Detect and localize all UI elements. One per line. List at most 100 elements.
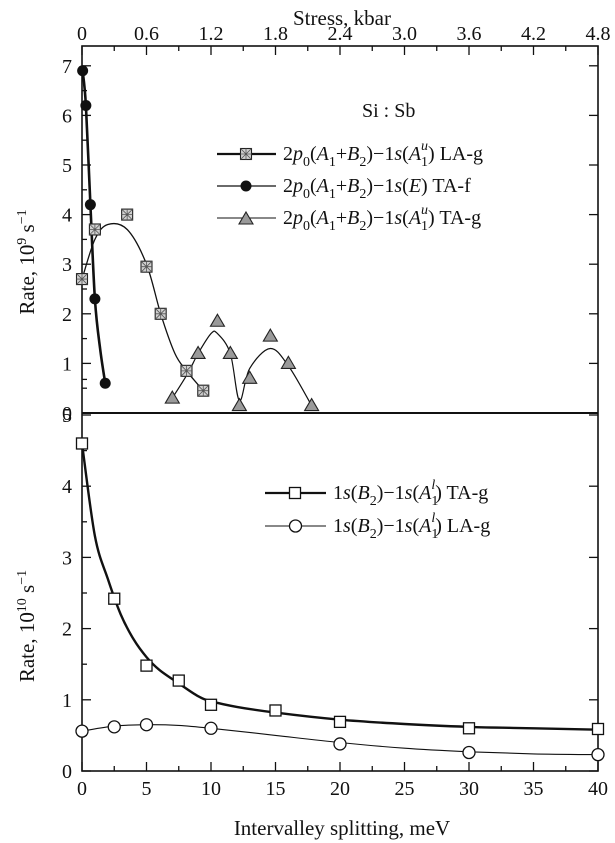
top-axis-title: Stress, kbar [293,6,391,30]
upper-y-tick-label: 5 [62,155,72,177]
lower-data-point-square [204,698,218,711]
upper-data-point [84,199,96,211]
bottom-tick-label: 15 [266,778,286,800]
top-tick-label: 4.2 [521,23,546,45]
bottom-tick-label: 0 [77,778,87,800]
lower-y-tick-label: 5 [62,405,72,427]
top-tick-label: 3.0 [392,23,417,45]
lower-y-tick-label: 0 [62,761,72,783]
upper-data-point [121,208,134,221]
legend-marker-filled-circle [240,180,252,192]
upper-data-point [75,273,89,286]
top-tick-label: 1.2 [199,23,224,45]
lower-data-point-circle [204,721,218,735]
upper-y-tick-label: 2 [62,304,72,326]
lower-data-point-circle [591,747,605,762]
upper-data-point [154,307,167,320]
bottom-tick-label: 20 [330,778,350,800]
upper-y-tick-label: 6 [62,105,72,127]
legend-label-ta-f: 2p0(A1+B2)−1s(E) TA-f [283,175,471,202]
upper-data-point [209,313,226,327]
legend-marker-shaded-triangle [238,210,254,225]
legend-label-la-g: 2p0(A1+B2)−1s(A1u) LA-g [283,139,483,170]
lower-data-point-square [333,715,347,729]
upper-y-tick-label: 7 [62,56,72,78]
upper-data-point [241,370,258,384]
upper-y-tick-label: 1 [62,353,72,375]
lower-y-axis-ticks: 0 1 2 3 4 5 [62,378,598,783]
upper-data-point [190,345,207,360]
upper-data-point [99,377,111,389]
bottom-tick-label: 10 [201,778,221,800]
upper-data-point [222,345,239,360]
upper-y-tick-label: 3 [62,254,72,276]
bottom-tick-label: 30 [459,778,479,800]
legend-marker-open-circle [288,519,303,533]
upper-data-point [197,384,210,397]
lower-data-point-square [172,674,185,687]
bottom-tick-label: 5 [142,778,152,800]
upper-data-point [280,355,297,369]
lower-data-point-circle [107,720,121,734]
upper-data-point [303,397,320,412]
legend-entry-b2-ta-g: 1s(B2)−1s(A1l) TA-g [265,478,488,509]
top-tick-label: 4.8 [586,23,611,45]
upper-data-point [262,328,279,342]
upper-y-axis-title: Rate, 109 s−1 [15,209,39,314]
legend-entry-la-g: 2p0(A1+B2)−1s(A1u) LA-g [217,139,483,170]
top-tick-label: 0 [77,23,87,45]
lower-legend: 1s(B2)−1s(A1l) TA-g 1s(B2)−1s(A1l) LA-g [265,478,490,542]
lower-data-point-square [269,704,282,717]
upper-markers [75,65,320,412]
bottom-tick-label: 40 [588,778,608,800]
upper-data-point [140,260,153,273]
lower-data-point-square [140,659,153,672]
legend-label-ta-g: 2p0(A1+B2)−1s(A1u) TA-g [283,203,481,234]
lower-data-point-circle [139,718,154,732]
legend-marker-open-square [288,486,302,500]
upper-legend: Si : Sb 2p0(A1+B2)−1s(A1u) LA-g 2p0(A1+B… [217,100,483,234]
top-tick-label: 1.8 [263,23,288,45]
upper-data-point [89,293,101,305]
bottom-tick-label: 25 [395,778,415,800]
legend-entry-b2-la-g: 1s(B2)−1s(A1l) LA-g [265,511,490,542]
legend-entry-ta-g: 2p0(A1+B2)−1s(A1u) TA-g [217,203,481,234]
upper-y-tick-label: 0 [62,403,72,425]
upper-data-point [164,390,181,404]
lower-markers [75,437,605,762]
upper-panel: 0 1 2 3 4 5 6 7 Rate, 109 s−1 Si : Sb 2p0(A1+B2… [15,56,598,425]
upper-data-point [80,99,92,111]
lower-y-tick-label: 3 [62,547,72,569]
legend-label-b2-la-g: 1s(B2)−1s(A1l) LA-g [333,511,490,542]
top-tick-label: 3.6 [457,23,482,45]
lower-data-point-square [108,592,121,605]
lower-data-point-square [462,722,476,735]
upper-y-tick-label: 4 [62,205,72,227]
lower-data-point-square [75,437,89,450]
top-tick-label: 2.4 [328,23,353,45]
legend-label-b2-ta-g: 1s(B2)−1s(A1l) TA-g [333,478,488,509]
legend-title: Si : Sb [362,100,415,122]
upper-y-axis-ticks: 0 1 2 3 4 5 6 7 [62,56,598,425]
lower-data-point-square [591,722,605,736]
bottom-axis-ticks: 0 5 10 15 20 25 30 35 40 [77,762,608,800]
bottom-tick-label: 35 [524,778,544,800]
lower-data-point-circle [462,745,476,760]
lower-y-tick-label: 1 [62,690,72,712]
lower-data-point-circle [75,724,89,738]
bottom-axis-title: Intervalley splitting, meV [234,816,450,840]
top-tick-label: 0.6 [134,23,159,45]
legend-entry-ta-f: 2p0(A1+B2)−1s(E) TA-f [217,175,471,202]
lower-panel: 0 1 2 3 4 5 Rate, 1010 s−1 1s(B2)−1s(A1l) TA-… [15,378,605,783]
upper-data-point [88,223,101,236]
upper-data-point [77,65,89,77]
legend-marker-crossed-square [239,147,253,161]
lower-y-tick-label: 4 [62,476,72,498]
upper-data-point [180,364,193,377]
upper-data-point [231,397,248,412]
lower-data-point-circle [333,737,347,751]
top-axis-ticks: 0 0.6 1.2 1.8 2.4 3.0 3.6 4.2 4.8 [77,23,611,55]
lower-y-tick-label: 2 [62,619,72,641]
lower-y-axis-title: Rate, 1010 s−1 [15,570,39,682]
